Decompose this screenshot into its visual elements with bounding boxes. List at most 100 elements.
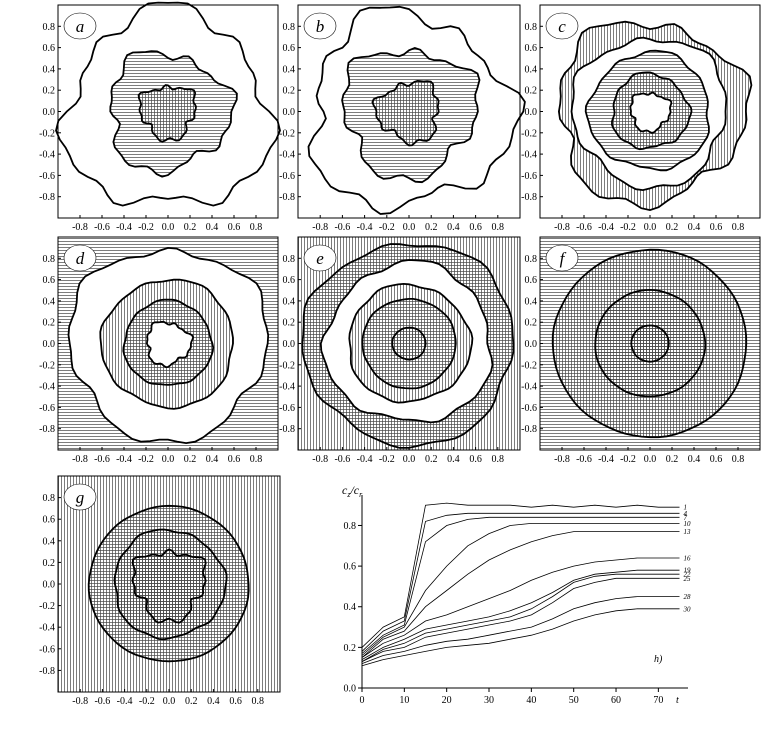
y-tick-label: 0.4 bbox=[43, 536, 56, 547]
x-tick-label: 0.0 bbox=[162, 454, 175, 465]
x-tick-label: -0.8 bbox=[312, 222, 328, 233]
x-tick-label: 40 bbox=[526, 695, 536, 706]
series-label: 28 bbox=[684, 593, 692, 601]
x-tick-label: 60 bbox=[611, 695, 621, 706]
contour-line bbox=[131, 548, 207, 624]
y-tick-label: 0.2 bbox=[525, 86, 538, 97]
x-tick-label: -0.6 bbox=[334, 454, 350, 465]
x-tick-label: 0.0 bbox=[644, 454, 657, 465]
series-line bbox=[361, 608, 680, 667]
x-tick-label: -0.4 bbox=[116, 222, 132, 233]
y-tick-label: -0.8 bbox=[279, 424, 295, 435]
x-tick-label: -0.8 bbox=[72, 222, 88, 233]
series-line bbox=[361, 569, 680, 660]
y-tick-label: -0.2 bbox=[39, 128, 55, 139]
x-tick-label: 0.4 bbox=[206, 222, 219, 233]
x-tick-label: 0.2 bbox=[184, 454, 197, 465]
x-tick-label: 0.0 bbox=[644, 222, 657, 233]
contour-panel: -0.8 -0.6 -0.4 -0.2 0.0 0.2 0.4 0.6 0.8-0.8-0.6-… bbox=[521, 236, 761, 465]
y-axis-label-part: c bbox=[342, 483, 348, 497]
series-label: 1 bbox=[684, 504, 688, 512]
y-tick-label: 0.4 bbox=[525, 296, 538, 307]
y-tick-label: 0.6 bbox=[344, 562, 357, 573]
y-tick-label: -0.6 bbox=[39, 171, 55, 182]
x-tick-label: 0.8 bbox=[492, 222, 505, 233]
x-tick-label: -0.4 bbox=[598, 222, 614, 233]
x-tick-label: 70 bbox=[653, 695, 663, 706]
y-tick-label: 0.8 bbox=[43, 254, 56, 265]
x-tick-label: -0.4 bbox=[117, 696, 133, 707]
y-tick-label: 0.0 bbox=[43, 580, 56, 591]
label-backdrop bbox=[303, 244, 337, 272]
x-tick-label: 0.0 bbox=[403, 222, 416, 233]
y-tick-label: 0.4 bbox=[43, 296, 56, 307]
y-axis-label-part: r bbox=[359, 490, 363, 499]
contour-line bbox=[371, 79, 440, 147]
contour-panel: -0.8 -0.6 -0.4 -0.2 0.0 0.2 0.4 0.6 0.8-0.8-0.6-… bbox=[521, 4, 761, 233]
x-tick-label: -0.2 bbox=[620, 222, 636, 233]
y-tick-label: 0.0 bbox=[525, 107, 538, 118]
panel-label: e bbox=[316, 249, 324, 268]
x-tick-label: 0.8 bbox=[250, 454, 263, 465]
y-tick-label: 0.8 bbox=[283, 254, 296, 265]
contour-panel: -0.8 -0.6 -0.4 -0.2 0.0 0.2 0.4 0.6 0.8-0.8-0.6-… bbox=[279, 4, 526, 233]
y-tick-label: 0.8 bbox=[43, 493, 56, 504]
y-tick-label: 0.6 bbox=[525, 43, 538, 54]
y-tick-label: 0.6 bbox=[283, 275, 296, 286]
x-tick-label: 0.2 bbox=[666, 454, 679, 465]
label-backdrop bbox=[63, 244, 97, 272]
series-line bbox=[361, 596, 680, 664]
y-tick-label: -0.6 bbox=[39, 403, 55, 414]
y-axis-label-part: z bbox=[346, 490, 351, 499]
y-tick-label: -0.4 bbox=[39, 150, 55, 161]
x-tick-label: -0.6 bbox=[576, 454, 592, 465]
x-tick-label: 0.6 bbox=[469, 454, 482, 465]
y-tick-label: 0.0 bbox=[283, 107, 296, 118]
y-tick-label: 0.8 bbox=[283, 22, 296, 33]
y-tick-label: -0.6 bbox=[521, 171, 537, 182]
x-tick-label: 0.2 bbox=[185, 696, 198, 707]
x-tick-label: 0.4 bbox=[447, 222, 460, 233]
x-tick-label: -0.2 bbox=[139, 696, 155, 707]
series-line bbox=[361, 516, 680, 654]
x-tick-label: 0.0 bbox=[163, 696, 176, 707]
y-tick-label: -0.2 bbox=[279, 128, 295, 139]
series-label: 13 bbox=[684, 528, 692, 536]
series-line bbox=[361, 557, 680, 658]
y-tick-label: 0.0 bbox=[344, 684, 357, 695]
x-tick-label: 20 bbox=[442, 695, 452, 706]
x-tick-label: -0.4 bbox=[357, 454, 373, 465]
x-tick-label: -0.8 bbox=[72, 696, 88, 707]
series-label: 25 bbox=[684, 575, 692, 583]
y-tick-label: 0.6 bbox=[43, 515, 56, 526]
series-label: 4 bbox=[684, 510, 688, 518]
series-label: 10 bbox=[684, 520, 692, 528]
x-tick-label: -0.8 bbox=[554, 454, 570, 465]
x-tick-label: 0.0 bbox=[403, 454, 416, 465]
y-tick-label: 0.8 bbox=[525, 22, 538, 33]
y-tick-label: 0.4 bbox=[525, 64, 538, 75]
series-line bbox=[361, 523, 680, 656]
x-tick-label: -0.8 bbox=[554, 222, 570, 233]
panel-label: c bbox=[558, 17, 566, 36]
y-tick-label: -0.4 bbox=[39, 623, 55, 634]
y-tick-label: 0.2 bbox=[43, 558, 56, 569]
y-tick-label: -0.6 bbox=[521, 403, 537, 414]
x-tick-label: 0.6 bbox=[229, 696, 242, 707]
x-tick-label: 0.2 bbox=[425, 454, 438, 465]
y-tick-label: -0.2 bbox=[521, 360, 537, 371]
x-tick-label: -0.4 bbox=[357, 222, 373, 233]
panel-label: h) bbox=[654, 654, 663, 665]
y-tick-label: 0.4 bbox=[43, 64, 56, 75]
label-backdrop bbox=[63, 12, 97, 40]
series-label: 22 bbox=[684, 571, 692, 579]
x-tick-label: -0.4 bbox=[598, 454, 614, 465]
series-label: 7 bbox=[684, 514, 688, 522]
y-tick-label: 0.2 bbox=[344, 643, 357, 654]
x-tick-label: 0.8 bbox=[252, 696, 265, 707]
x-tick-label: 0.2 bbox=[425, 222, 438, 233]
y-tick-label: -0.8 bbox=[521, 192, 537, 203]
y-tick-label: 0.8 bbox=[344, 521, 357, 532]
y-tick-label: -0.4 bbox=[521, 150, 537, 161]
